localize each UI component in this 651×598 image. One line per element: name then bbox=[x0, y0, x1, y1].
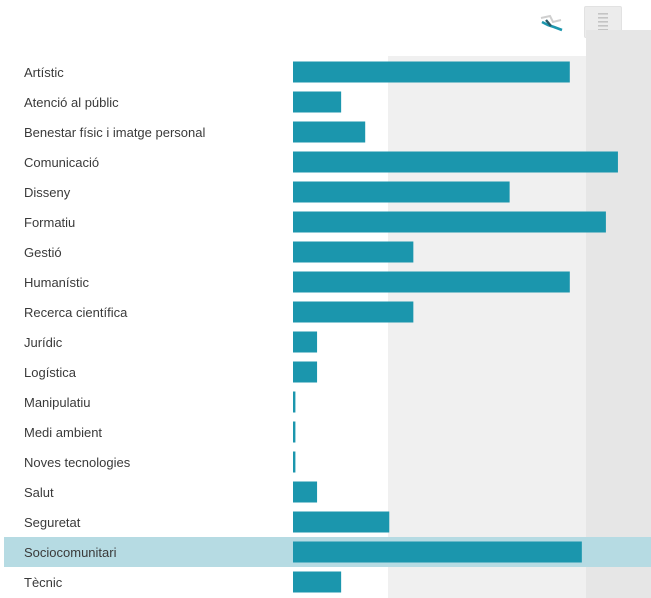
category-label: Atenció al públic bbox=[24, 95, 119, 110]
category-label: Logística bbox=[24, 365, 77, 380]
bar[interactable] bbox=[293, 571, 342, 593]
bar[interactable] bbox=[293, 511, 390, 533]
bar[interactable] bbox=[293, 181, 510, 203]
category-label: Tècnic bbox=[24, 575, 63, 590]
category-row[interactable]: Noves tecnologies bbox=[24, 451, 296, 473]
category-row[interactable]: Formatiu bbox=[24, 211, 606, 233]
bar[interactable] bbox=[293, 391, 296, 413]
category-label: Seguretat bbox=[24, 515, 81, 530]
bar[interactable] bbox=[293, 361, 318, 383]
category-label: Sociocomunitari bbox=[24, 545, 117, 560]
category-row[interactable]: Manipulatiu bbox=[24, 391, 296, 413]
category-row[interactable]: Comunicació bbox=[24, 151, 618, 173]
category-row[interactable]: Gestió bbox=[24, 241, 414, 263]
category-label: Recerca científica bbox=[24, 305, 128, 320]
category-label: Salut bbox=[24, 485, 54, 500]
category-row[interactable]: Humanístic bbox=[24, 271, 570, 293]
category-label: Medi ambient bbox=[24, 425, 102, 440]
category-row[interactable]: Logística bbox=[24, 361, 318, 383]
bar[interactable] bbox=[293, 151, 618, 173]
category-label: Noves tecnologies bbox=[24, 455, 131, 470]
category-rows: Artístic Atenció al públic Benestar físic … bbox=[4, 61, 651, 593]
bar[interactable] bbox=[293, 91, 342, 113]
category-row[interactable]: Disseny bbox=[24, 181, 510, 203]
chart-view-button[interactable] bbox=[532, 6, 570, 38]
category-label: Jurídic bbox=[24, 335, 63, 350]
bar[interactable] bbox=[293, 271, 570, 293]
category-row[interactable]: Medi ambient bbox=[24, 421, 296, 443]
table-list-icon bbox=[598, 13, 608, 31]
bar[interactable] bbox=[293, 331, 318, 353]
category-row[interactable]: Recerca científica bbox=[24, 301, 414, 323]
zone-dark bbox=[586, 30, 651, 598]
background-zones bbox=[388, 30, 651, 598]
bar[interactable] bbox=[293, 211, 606, 233]
category-row[interactable]: Artístic bbox=[24, 61, 570, 83]
category-label: Humanístic bbox=[24, 275, 90, 290]
category-row[interactable]: Seguretat bbox=[24, 511, 390, 533]
category-row[interactable]: Sociocomunitari bbox=[4, 537, 651, 567]
bar[interactable] bbox=[293, 481, 318, 503]
category-label: Disseny bbox=[24, 185, 71, 200]
line-chart-icon bbox=[540, 14, 563, 32]
bar[interactable] bbox=[293, 61, 570, 83]
bar[interactable] bbox=[293, 241, 414, 263]
category-row[interactable]: Jurídic bbox=[24, 331, 318, 353]
category-label: Benestar físic i imatge personal bbox=[24, 125, 205, 140]
category-row[interactable]: Salut bbox=[24, 481, 318, 503]
bar[interactable] bbox=[293, 451, 296, 473]
category-row[interactable]: Atenció al públic bbox=[24, 91, 342, 113]
category-row[interactable]: Benestar físic i imatge personal bbox=[24, 121, 366, 143]
bar[interactable] bbox=[293, 541, 582, 563]
bar[interactable] bbox=[293, 301, 414, 323]
category-label: Manipulatiu bbox=[24, 395, 91, 410]
category-label: Formatiu bbox=[24, 215, 75, 230]
bar[interactable] bbox=[293, 121, 366, 143]
category-row[interactable]: Tècnic bbox=[24, 571, 342, 593]
bar[interactable] bbox=[293, 421, 296, 443]
category-label: Comunicació bbox=[24, 155, 99, 170]
category-label: Gestió bbox=[24, 245, 62, 260]
category-label: Artístic bbox=[24, 65, 64, 80]
